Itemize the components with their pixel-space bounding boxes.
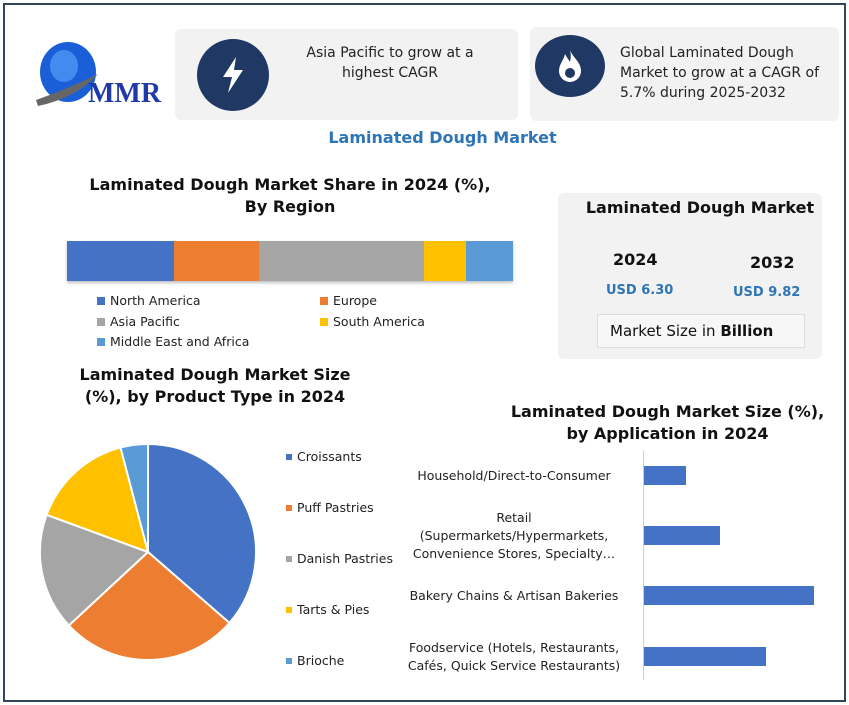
legend-label: Puff Pastries — [297, 500, 374, 515]
application-bar — [644, 647, 767, 666]
legend-item: South America — [320, 314, 425, 329]
mmr-logo: MMR — [30, 38, 162, 113]
legend-label: South America — [333, 314, 425, 329]
region-segment — [258, 241, 424, 281]
legend-swatch — [286, 555, 292, 562]
legend-item: Puff Pastries — [286, 500, 374, 515]
main-title: Laminated Dough Market — [328, 128, 557, 147]
pie-slice-puff-pastries — [67, 550, 231, 661]
legend-label: North America — [110, 293, 201, 308]
market-size-unit: Market Size in Billion — [597, 314, 805, 348]
lightning-icon — [197, 39, 269, 111]
infographic-frame — [3, 3, 846, 702]
application-label: Retail (Supermarkets/Hypermarkets, Conveni… — [412, 510, 616, 561]
product-chart-title: Laminated Dough Market Size (%), by Prod… — [79, 365, 351, 406]
legend-label: Europe — [333, 293, 377, 308]
legend-item: Tarts & Pies — [286, 602, 369, 617]
market-size-box: Laminated Dough Market 2024 USD 6.30 203… — [558, 193, 822, 359]
application-bar — [644, 586, 814, 605]
legend-swatch — [286, 504, 292, 511]
product-pie-chart — [39, 442, 257, 661]
application-axis — [643, 450, 644, 680]
legend-label: Croissants — [297, 449, 362, 464]
legend-label: Asia Pacific — [110, 314, 180, 329]
year-2032: 2032 — [750, 253, 795, 272]
pie-slice-brioche — [119, 442, 149, 553]
legend-swatch — [286, 453, 292, 460]
application-bar — [644, 466, 686, 485]
legend-label: Middle East and Africa — [110, 334, 250, 349]
legend-swatch — [97, 337, 105, 346]
flame-icon — [535, 35, 605, 97]
application-label: Bakery Chains & Artisan Bakeries — [409, 588, 619, 603]
year-2024: 2024 — [613, 250, 658, 269]
application-chart-title: Laminated Dough Market Size (%), by Appl… — [510, 402, 825, 443]
value-2032: USD 9.82 — [733, 285, 801, 300]
pie-slice-tarts-pies — [45, 446, 150, 554]
application-bar — [644, 526, 720, 545]
legend-label: Tarts & Pies — [297, 602, 370, 617]
logo-text: MMR — [88, 78, 162, 109]
value-2024: USD 6.30 — [606, 283, 674, 298]
insight-card-asia-pacific: Asia Pacific to grow at a highest CAGR — [175, 29, 518, 120]
legend-label: Brioche — [297, 653, 345, 668]
region-segment — [423, 241, 467, 281]
insight-card-cagr: Global Laminated Dough Market to grow at… — [530, 27, 839, 121]
region-segment — [67, 241, 175, 281]
legend-swatch — [97, 317, 105, 326]
insight-text: Asia Pacific to grow at a highest CAGR — [306, 45, 474, 81]
legend-swatch — [286, 606, 292, 613]
legend-item: Danish Pastries — [286, 551, 393, 566]
region-segment — [174, 241, 259, 281]
legend-item: Europe — [320, 293, 377, 308]
legend-swatch — [320, 296, 328, 305]
unit-prefix: Market Size in — [610, 322, 721, 340]
region-stacked-bar — [67, 241, 513, 281]
legend-label: Danish Pastries — [297, 551, 393, 566]
legend-item: Croissants — [286, 449, 362, 464]
legend-item: Brioche — [286, 653, 344, 668]
legend-swatch — [97, 296, 105, 305]
application-label: Foodservice (Hotels, Restaurants, Cafés, … — [407, 640, 621, 673]
legend-item: Middle East and Africa — [97, 334, 249, 349]
legend-item: North America — [97, 293, 201, 308]
region-chart-title: Laminated Dough Market Share in 2024 (%)… — [89, 175, 491, 216]
legend-swatch — [286, 657, 292, 664]
market-box-title: Laminated Dough Market — [585, 198, 815, 217]
insight-text: Global Laminated Dough Market to grow at… — [620, 45, 820, 101]
legend-swatch — [320, 317, 328, 326]
pie-slice-croissants — [147, 442, 257, 625]
application-label: Household/Direct-to-Consumer — [417, 468, 611, 483]
legend-item: Asia Pacific — [97, 314, 180, 329]
region-segment — [466, 241, 513, 281]
unit-bold: Billion — [720, 322, 774, 340]
